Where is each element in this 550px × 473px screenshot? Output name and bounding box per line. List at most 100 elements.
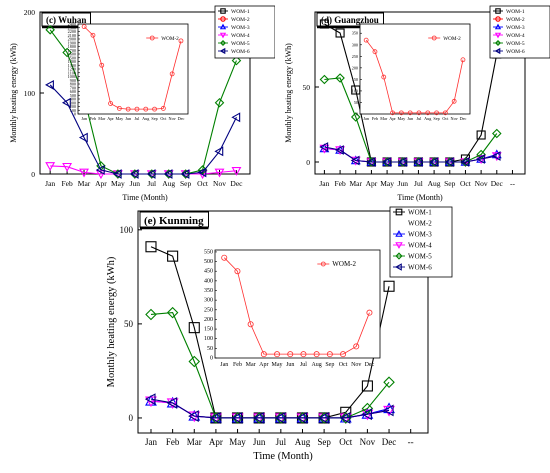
data-point xyxy=(413,157,423,167)
x-tick-label: May xyxy=(229,437,246,447)
x-tick-label: Feb xyxy=(334,179,346,188)
x-tick-label: Sep xyxy=(317,437,331,447)
inset-data-point xyxy=(442,110,448,116)
x-tick-label: Oct xyxy=(339,437,352,447)
legend-label: WOM-2 xyxy=(231,17,250,23)
inset-y-tick-label: 500 xyxy=(204,259,213,265)
legend-label: WOM-3 xyxy=(408,230,432,238)
inset-x-tick-label: Jun xyxy=(407,116,414,121)
data-point xyxy=(163,169,173,179)
legend-marker xyxy=(494,32,502,39)
data-point xyxy=(231,55,242,66)
x-tick-label: Mar xyxy=(78,179,91,188)
inset-data-point xyxy=(425,110,431,116)
inset-x-tick-label: Jan xyxy=(363,116,369,121)
inset-y-tick-label: 900 xyxy=(70,78,76,83)
data-point xyxy=(78,132,88,143)
x-tick-label: Jun xyxy=(130,179,141,188)
legend-marker xyxy=(495,16,501,22)
data-point xyxy=(296,412,309,424)
data-point xyxy=(475,154,485,164)
inset-x-tick-label: Nov xyxy=(351,362,361,368)
inset-y-tick-label: 450 xyxy=(204,269,213,275)
inset-x-tick-label: Sep xyxy=(151,116,157,121)
inset-data-point xyxy=(143,106,149,112)
data-point xyxy=(45,79,54,90)
data-point xyxy=(491,151,501,161)
legend-label: WOM-2 xyxy=(408,219,432,227)
x-axis-label: Time (Month) xyxy=(253,451,313,462)
data-point xyxy=(79,168,89,178)
x-tick-label: Feb xyxy=(166,437,180,447)
series-wom-4 xyxy=(319,144,502,168)
x-tick-label: Oct xyxy=(197,179,209,188)
inset-x-tick-label: Oct xyxy=(442,116,449,121)
inset-y-tick-label: 2100 xyxy=(68,33,76,38)
data-point xyxy=(361,380,373,392)
inset-y-tick-label: 2400 xyxy=(68,22,76,27)
data-point xyxy=(492,128,502,139)
data-point xyxy=(145,308,157,321)
data-point xyxy=(383,280,395,292)
inset-data-point xyxy=(234,268,241,275)
legend-label: WOM-1 xyxy=(506,9,525,15)
inset-y-tick-label: 800 xyxy=(70,82,76,87)
inset-data-point xyxy=(416,110,422,116)
inset-x-tick-label: Nov xyxy=(169,116,177,121)
inset-x-tick-label: Jul xyxy=(300,362,307,368)
inset-x-tick-label: Feb xyxy=(233,362,242,368)
inset-y-tick-label: 150 xyxy=(352,77,358,82)
inset-data-point xyxy=(81,24,87,30)
inset-y-tick-label: 1000 xyxy=(68,74,76,79)
legend-marker xyxy=(220,16,226,22)
inset-series-line xyxy=(365,39,464,114)
inset-data-point xyxy=(169,71,175,77)
legend-marker xyxy=(219,32,227,39)
y-tick-label: 200 xyxy=(24,8,36,17)
inset-x-tick-label: Jul xyxy=(135,116,141,121)
data-point xyxy=(397,157,407,167)
x-tick-label: Jul xyxy=(276,437,287,447)
series-wom-4 xyxy=(45,162,242,180)
data-point xyxy=(319,19,329,29)
data-point xyxy=(166,396,178,409)
legend-label: WOM-6 xyxy=(408,263,432,271)
inset-y-tick-label: 250 xyxy=(204,307,213,313)
x-tick-label: Oct xyxy=(460,179,472,188)
y-tick-label: 0 xyxy=(129,413,134,423)
x-tick-label: May xyxy=(111,179,125,188)
legend-marker xyxy=(220,40,226,46)
data-point xyxy=(180,169,190,179)
data-point xyxy=(253,412,265,424)
data-point xyxy=(231,412,243,424)
panel-label-text: (c) Wuhan xyxy=(46,15,86,25)
inset-data-point xyxy=(326,351,333,358)
inset-x-tick-label: Jan xyxy=(220,362,228,368)
data-point xyxy=(210,412,222,424)
inset-y-tick-label: 300 xyxy=(352,42,358,47)
inset-y-tick-label: 1200 xyxy=(68,67,76,72)
inset-x-tick-label: Apr xyxy=(259,362,268,368)
inset-x-tick-label: Feb xyxy=(90,116,96,121)
data-point xyxy=(296,412,308,424)
legend-marker xyxy=(495,8,501,14)
chart-kunming: (e) Kunming 0 50 100 Jan Feb Mar Apr May Jun Jul Au… xyxy=(100,205,455,468)
data-point xyxy=(460,157,470,167)
legend-label: WOM-1 xyxy=(231,9,250,15)
y-axis-label: Monthly heating energy (kWh) xyxy=(9,43,18,143)
x-tick-label: -- xyxy=(510,179,515,188)
data-point xyxy=(145,396,157,408)
inset-y-tick-label: 50 xyxy=(207,346,213,352)
inset-frame xyxy=(359,23,471,115)
inset-data-point xyxy=(116,105,122,111)
inset-y-tick-label: 400 xyxy=(204,278,213,284)
panel-label: (e) Kunming xyxy=(139,211,209,230)
inset-x-tick-label: Jul xyxy=(417,116,423,121)
series-wom-6 xyxy=(319,142,501,167)
data-point xyxy=(319,142,329,152)
data-point xyxy=(476,130,486,140)
inset-y-tick-label: 200 xyxy=(352,65,358,70)
series-wom-6 xyxy=(45,79,241,179)
data-point xyxy=(145,241,157,253)
legend-marker xyxy=(219,23,227,30)
